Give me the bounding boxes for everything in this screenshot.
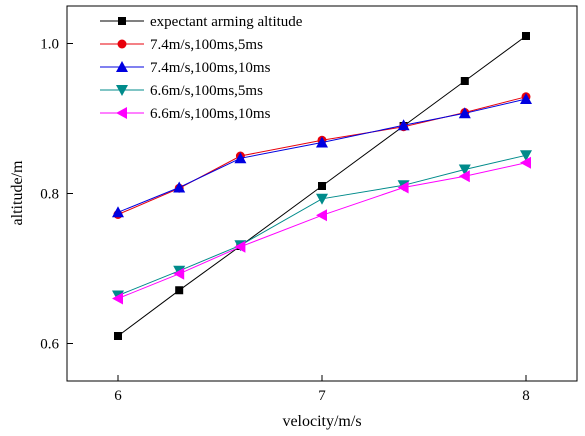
data-point [522,32,530,40]
legend-item: expectant arming altitude [100,14,303,30]
plot-frame [66,5,578,382]
legend-marker [116,107,127,119]
data-point [316,193,328,205]
legend-marker [117,39,127,49]
data-point [316,136,328,148]
data-point [458,164,471,176]
data-point [112,206,124,218]
data-point [520,150,532,162]
x-tick-label: 8 [522,388,530,404]
legend-label: 7.4m/s,100ms,10ms [150,60,271,76]
x-tick-label: 7 [318,388,326,404]
legend-marker [116,61,128,72]
data-point [520,93,532,104]
data-point [234,152,247,164]
data-point [114,332,122,340]
legend-item: 7.4m/s,100ms,10ms [100,60,271,76]
x-axis-label: velocity/m/s [282,413,361,430]
y-tick-label: 1.0 [40,37,59,53]
x-tick-label: 6 [114,388,122,404]
data-point [112,292,123,305]
legend-item: 7.4m/s,100ms,5ms [100,37,263,53]
data-point [173,181,186,193]
series-3 [112,93,532,218]
series-layer [112,32,532,340]
data-point [458,107,471,119]
legend-marker [118,17,126,25]
x-axis-ticks: 6 7 8 [114,375,530,404]
data-point [318,182,326,190]
legend-label: 7.4m/s,100ms,5ms [150,37,263,53]
data-point [460,77,469,85]
data-point [397,119,410,131]
data-point [520,156,531,169]
legend-label: 6.6m/s,100ms,10ms [150,106,271,122]
data-point [175,286,184,295]
legend-marker [116,85,128,96]
series-5 [112,156,531,305]
y-tick-label: 0.6 [40,337,59,353]
y-axis-ticks: 0.6 0.8 1.0 [40,37,73,353]
data-point [316,209,327,222]
data-point [173,267,185,280]
y-tick-label: 0.8 [40,187,59,203]
data-point [234,240,246,253]
legend-item: 6.6m/s,100ms,10ms [100,106,271,122]
legend-label: 6.6m/s,100ms,5ms [150,83,263,99]
data-point [458,170,470,183]
legend-label: expectant arming altitude [150,14,303,30]
legend-item: 6.6m/s,100ms,5ms [100,83,263,99]
data-point [397,181,409,194]
legend: expectant arming altitude 7.4m/s,100ms,5m… [100,14,303,122]
y-axis-label: altitude/m [9,160,26,225]
